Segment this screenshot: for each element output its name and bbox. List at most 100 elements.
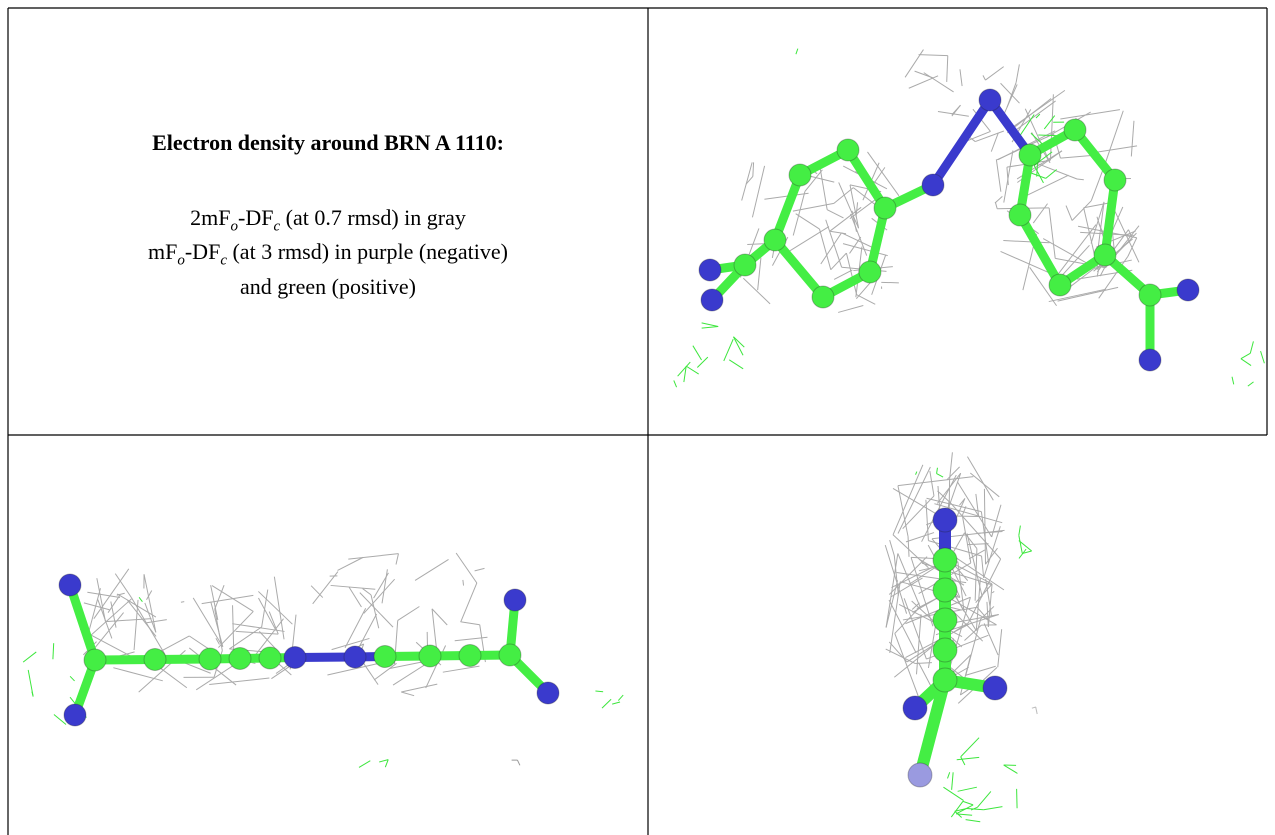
- density-mesh: [1003, 150, 1014, 203]
- atom: [228, 647, 252, 670]
- density-mesh: [1033, 165, 1044, 184]
- density-mesh: [275, 664, 289, 674]
- density-mesh: [985, 547, 998, 565]
- density-mesh: [1091, 145, 1138, 154]
- density-mesh: [830, 252, 847, 271]
- density-mesh: [1071, 200, 1092, 221]
- density-mesh: [959, 498, 966, 506]
- density-mesh: [994, 196, 1003, 204]
- text: 2mF: [190, 205, 231, 230]
- density-mesh: [974, 548, 978, 601]
- density-mesh: [966, 807, 984, 811]
- density-mesh: [946, 55, 949, 82]
- density-mesh: [192, 597, 224, 648]
- density-mesh: [908, 75, 939, 89]
- density-mesh: [990, 132, 999, 152]
- density-mesh: [956, 813, 973, 816]
- density-mesh: [845, 252, 858, 295]
- density-mesh: [373, 662, 397, 681]
- atom: [503, 588, 527, 612]
- text: -DF: [184, 239, 221, 265]
- density-mesh: [1006, 167, 1009, 186]
- density-mesh: [743, 277, 771, 305]
- atom: [198, 647, 222, 671]
- density-mesh: [892, 534, 929, 569]
- density-mesh: [93, 568, 130, 619]
- density-mesh: [110, 601, 117, 628]
- density-mesh: [1043, 115, 1056, 130]
- atom: [58, 573, 82, 597]
- density-mesh: [232, 623, 285, 632]
- density-mesh: [69, 675, 75, 682]
- density-mesh: [903, 598, 927, 660]
- density-mesh: [969, 136, 976, 142]
- density-mesh: [474, 567, 485, 572]
- density-mesh: [936, 467, 938, 474]
- density-mesh: [344, 607, 367, 649]
- density-mesh: [685, 365, 699, 375]
- density-mesh: [825, 219, 843, 268]
- density-mesh: [856, 294, 876, 305]
- density-mesh: [362, 588, 372, 596]
- atom: [1138, 283, 1162, 307]
- density-mesh: [113, 667, 163, 682]
- density-mesh: [997, 629, 1003, 668]
- atom: [343, 645, 367, 669]
- density-mesh: [143, 574, 157, 633]
- density-mesh: [97, 599, 113, 639]
- density-mesh: [1048, 207, 1056, 259]
- atom: [283, 646, 307, 669]
- atom: [373, 645, 397, 668]
- density-mesh: [897, 553, 921, 608]
- density-mesh: [898, 603, 963, 638]
- density-mesh: [991, 591, 995, 594]
- density-mesh: [330, 584, 376, 590]
- atom: [498, 643, 522, 667]
- density-mesh: [1231, 376, 1235, 385]
- density-mesh: [838, 305, 864, 313]
- density-mesh: [348, 553, 399, 560]
- density-mesh: [968, 558, 1002, 623]
- density-mesh: [991, 504, 1002, 538]
- subscript: c: [273, 218, 281, 235]
- density-mesh: [849, 184, 860, 229]
- atom: [83, 648, 107, 672]
- atom: [907, 762, 933, 788]
- atom: [1176, 278, 1200, 302]
- density-mesh: [1090, 166, 1105, 201]
- density-mesh: [897, 476, 974, 487]
- density-mesh: [792, 202, 834, 212]
- density-mesh: [849, 236, 862, 254]
- density-mesh: [884, 545, 908, 614]
- density-mesh: [1240, 352, 1251, 360]
- density-mesh: [943, 786, 964, 802]
- text: (at 3 rmsd) in purple (negative): [226, 239, 508, 265]
- density-mesh: [454, 636, 488, 642]
- bond: [65, 580, 100, 665]
- density-mesh: [310, 585, 324, 598]
- density-mesh: [950, 801, 964, 818]
- atom: [873, 196, 897, 220]
- density-mesh: [723, 339, 734, 362]
- density-mesh: [1015, 64, 1020, 83]
- atom: [763, 228, 787, 252]
- text: (at 0.7 rmsd) in gray: [280, 205, 466, 230]
- density-mesh: [601, 698, 612, 709]
- density-mesh: [937, 490, 951, 503]
- density-mesh: [966, 533, 983, 597]
- density-mesh: [1003, 240, 1050, 244]
- density-mesh: [956, 481, 993, 538]
- atom: [932, 547, 958, 573]
- density-mesh: [888, 599, 917, 654]
- density-mesh: [752, 162, 755, 177]
- density-mesh: [1127, 237, 1138, 257]
- density-mesh: [764, 192, 809, 200]
- density-mesh: [923, 72, 954, 93]
- density-mesh: [902, 495, 935, 530]
- density-mesh: [370, 594, 380, 629]
- density-mesh: [1000, 82, 1020, 104]
- density-mesh: [842, 243, 888, 257]
- density-mesh: [892, 488, 937, 515]
- density-mesh: [431, 608, 448, 626]
